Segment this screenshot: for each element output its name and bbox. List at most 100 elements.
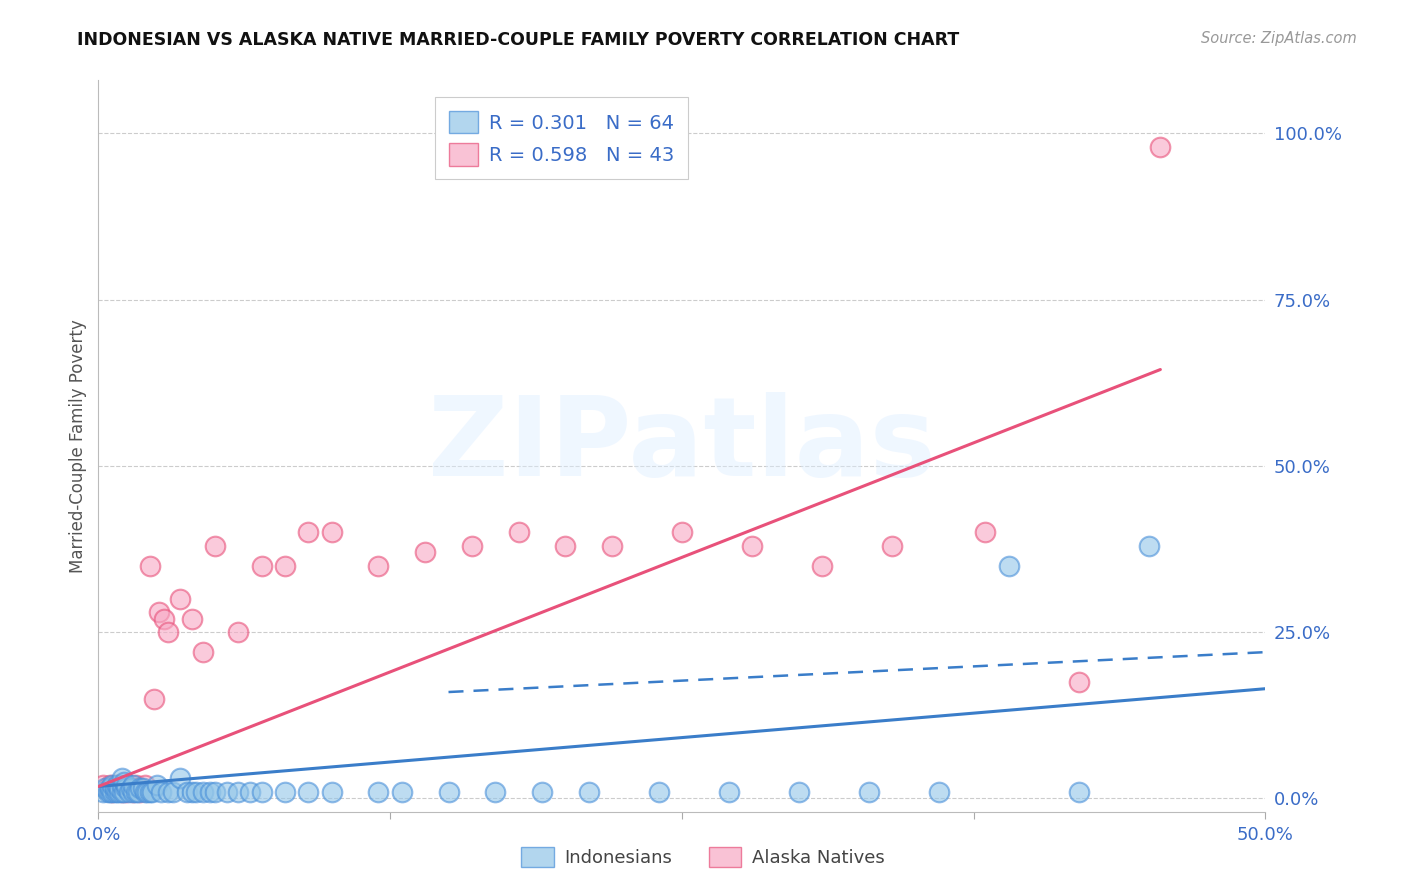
Point [200,785,222,799]
Point [132,781,155,796]
Point [997,558,1019,573]
Point [437,785,460,799]
Point [104,778,127,792]
Point [717,785,740,799]
Point [239,785,262,799]
Point [508,525,530,540]
Point [228,625,250,640]
Point [741,539,763,553]
Y-axis label: Married-Couple Family Poverty: Married-Couple Family Poverty [69,319,87,573]
Point [134,785,156,799]
Point [152,612,174,626]
Point [169,772,191,786]
Point [101,785,124,799]
Point [118,785,141,799]
Point [297,785,319,799]
Point [297,525,319,540]
Point [136,785,159,799]
Point [250,785,273,799]
Point [647,785,669,799]
Point [274,558,297,573]
Legend: Indonesians, Alaska Natives: Indonesians, Alaska Natives [515,839,891,874]
Point [139,558,162,573]
Point [461,539,484,553]
Point [157,625,180,640]
Point [127,785,149,799]
Point [146,778,169,792]
Point [120,781,142,796]
Point [122,785,145,799]
Point [101,785,124,799]
Point [134,778,156,792]
Point [118,778,141,792]
Point [880,539,903,553]
Point [115,781,138,796]
Point [105,778,128,792]
Point [321,785,343,799]
Point [141,785,163,799]
Point [111,778,134,792]
Point [274,785,297,799]
Point [974,525,997,540]
Point [169,591,191,606]
Point [112,774,135,789]
Point [811,558,834,573]
Point [150,785,173,799]
Point [101,778,124,792]
Point [321,525,343,540]
Point [129,785,152,799]
Point [250,558,273,573]
Point [122,778,145,792]
Point [111,785,134,799]
Point [228,785,250,799]
Point [180,612,202,626]
Point [1137,539,1160,553]
Point [554,539,576,553]
Point [111,785,134,799]
Point [91,778,114,792]
Point [112,785,135,799]
Point [858,785,880,799]
Point [600,539,623,553]
Point [94,781,117,796]
Point [530,785,553,799]
Point [671,525,693,540]
Point [186,785,208,799]
Point [98,778,121,792]
Point [1067,675,1090,690]
Point [129,781,152,796]
Point [787,785,810,799]
Point [98,785,121,799]
Point [143,691,166,706]
Point [193,785,215,799]
Point [108,781,131,796]
Point [391,785,413,799]
Point [97,781,120,796]
Point [215,785,238,799]
Point [105,781,128,796]
Point [104,781,127,796]
Point [108,778,131,792]
Text: Source: ZipAtlas.com: Source: ZipAtlas.com [1201,31,1357,46]
Point [162,785,184,799]
Point [139,785,162,799]
Point [193,645,215,659]
Point [115,785,138,799]
Point [578,785,600,799]
Point [105,785,128,799]
Point [127,781,149,796]
Point [484,785,506,799]
Point [125,778,148,792]
Point [928,785,950,799]
Legend: R = 0.301   N = 64, R = 0.598   N = 43: R = 0.301 N = 64, R = 0.598 N = 43 [434,97,688,179]
Point [91,785,114,799]
Point [112,781,135,796]
Point [122,785,145,799]
Point [1149,140,1171,154]
Point [115,778,138,792]
Point [413,545,436,559]
Point [148,605,170,619]
Point [204,539,226,553]
Point [367,785,389,799]
Point [157,785,180,799]
